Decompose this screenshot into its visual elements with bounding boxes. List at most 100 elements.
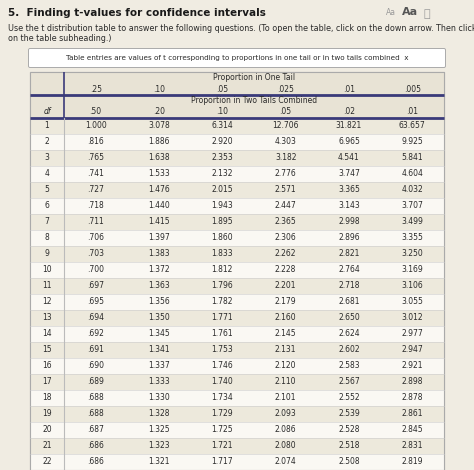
- Text: 2.898: 2.898: [401, 377, 423, 386]
- Text: 2.074: 2.074: [275, 457, 297, 467]
- Text: 2.776: 2.776: [275, 170, 297, 179]
- Text: 2.947: 2.947: [401, 345, 423, 354]
- Text: 2.262: 2.262: [275, 250, 296, 259]
- Text: .20: .20: [153, 108, 165, 117]
- Text: 15: 15: [42, 345, 52, 354]
- Text: 5: 5: [45, 186, 49, 195]
- Text: Aa: Aa: [402, 7, 418, 17]
- Text: 2.518: 2.518: [338, 441, 360, 451]
- Text: 2.160: 2.160: [275, 313, 296, 322]
- Text: 1.761: 1.761: [211, 329, 233, 338]
- Text: 1.341: 1.341: [148, 345, 170, 354]
- Text: 4.303: 4.303: [275, 138, 297, 147]
- Bar: [30, 310, 444, 326]
- Text: 3.143: 3.143: [338, 202, 360, 211]
- Bar: [30, 262, 444, 278]
- Text: 2.306: 2.306: [275, 234, 297, 243]
- Text: 12: 12: [42, 298, 52, 306]
- Text: .05: .05: [280, 108, 292, 117]
- Text: .688: .688: [87, 409, 104, 418]
- Text: 1.440: 1.440: [148, 202, 170, 211]
- Text: 1.734: 1.734: [211, 393, 233, 402]
- Bar: [30, 72, 444, 470]
- Text: 2.353: 2.353: [211, 154, 233, 163]
- Text: 2.228: 2.228: [275, 266, 296, 274]
- Text: 2.132: 2.132: [211, 170, 233, 179]
- Text: 3.106: 3.106: [401, 282, 423, 290]
- Text: 8: 8: [45, 234, 49, 243]
- Text: 2.015: 2.015: [211, 186, 233, 195]
- Text: 2.567: 2.567: [338, 377, 360, 386]
- Bar: [30, 182, 444, 198]
- Text: 63.657: 63.657: [399, 122, 426, 131]
- Text: 2.508: 2.508: [338, 457, 360, 467]
- Text: 2.571: 2.571: [275, 186, 296, 195]
- Text: .025: .025: [277, 85, 294, 94]
- Text: 19: 19: [42, 409, 52, 418]
- Text: 1.350: 1.350: [148, 313, 170, 322]
- Text: 4.032: 4.032: [401, 186, 423, 195]
- Bar: [30, 438, 444, 454]
- Text: .727: .727: [87, 186, 104, 195]
- Text: 1.372: 1.372: [148, 266, 170, 274]
- Text: 2: 2: [45, 138, 49, 147]
- Bar: [30, 342, 444, 358]
- Text: 5.  Finding t-values for confidence intervals: 5. Finding t-values for confidence inter…: [8, 8, 266, 18]
- Text: 1.725: 1.725: [211, 425, 233, 434]
- Text: .765: .765: [87, 154, 104, 163]
- Text: Aa: Aa: [386, 8, 396, 17]
- Text: 22: 22: [42, 457, 52, 467]
- Bar: [30, 326, 444, 342]
- Text: .694: .694: [87, 313, 104, 322]
- Text: .25: .25: [90, 85, 101, 94]
- Text: 6.965: 6.965: [338, 138, 360, 147]
- Text: 1: 1: [45, 122, 49, 131]
- Text: 1.330: 1.330: [148, 393, 170, 402]
- Text: 1.943: 1.943: [211, 202, 233, 211]
- Text: 1.860: 1.860: [211, 234, 233, 243]
- Text: 2.718: 2.718: [338, 282, 360, 290]
- Text: .816: .816: [87, 138, 104, 147]
- Text: .01: .01: [343, 85, 355, 94]
- Text: 2.977: 2.977: [401, 329, 423, 338]
- Text: 2.681: 2.681: [338, 298, 360, 306]
- Text: 2.764: 2.764: [338, 266, 360, 274]
- Text: 3.365: 3.365: [338, 186, 360, 195]
- Text: 7: 7: [45, 218, 49, 227]
- Text: 1.533: 1.533: [148, 170, 170, 179]
- Text: 2.650: 2.650: [338, 313, 360, 322]
- Text: .703: .703: [87, 250, 104, 259]
- Text: 1.746: 1.746: [211, 361, 233, 370]
- Text: 1.337: 1.337: [148, 361, 170, 370]
- Text: 3.250: 3.250: [401, 250, 423, 259]
- Text: .686: .686: [87, 441, 104, 451]
- Text: 10: 10: [42, 266, 52, 274]
- Text: 2.101: 2.101: [275, 393, 296, 402]
- Text: 1.796: 1.796: [211, 282, 233, 290]
- Text: 2.365: 2.365: [275, 218, 297, 227]
- Bar: [30, 198, 444, 214]
- Bar: [30, 84, 444, 95]
- Text: .10: .10: [153, 85, 165, 94]
- Text: 2.920: 2.920: [211, 138, 233, 147]
- Text: 4.604: 4.604: [401, 170, 423, 179]
- Text: 1.383: 1.383: [148, 250, 170, 259]
- Bar: [30, 278, 444, 294]
- Text: 2.821: 2.821: [338, 250, 360, 259]
- Bar: [30, 72, 444, 470]
- Text: 3.169: 3.169: [401, 266, 423, 274]
- Text: .706: .706: [87, 234, 104, 243]
- Text: 1.771: 1.771: [211, 313, 233, 322]
- Text: 1.321: 1.321: [148, 457, 170, 467]
- Text: 18: 18: [42, 393, 52, 402]
- Text: df: df: [43, 108, 51, 117]
- Bar: [30, 358, 444, 374]
- Text: 20: 20: [42, 425, 52, 434]
- Text: 2.110: 2.110: [275, 377, 296, 386]
- Text: 11: 11: [42, 282, 52, 290]
- Text: 2.583: 2.583: [338, 361, 360, 370]
- Text: 2.086: 2.086: [275, 425, 296, 434]
- Text: 1.740: 1.740: [211, 377, 233, 386]
- Text: .700: .700: [87, 266, 104, 274]
- Text: 2.093: 2.093: [275, 409, 297, 418]
